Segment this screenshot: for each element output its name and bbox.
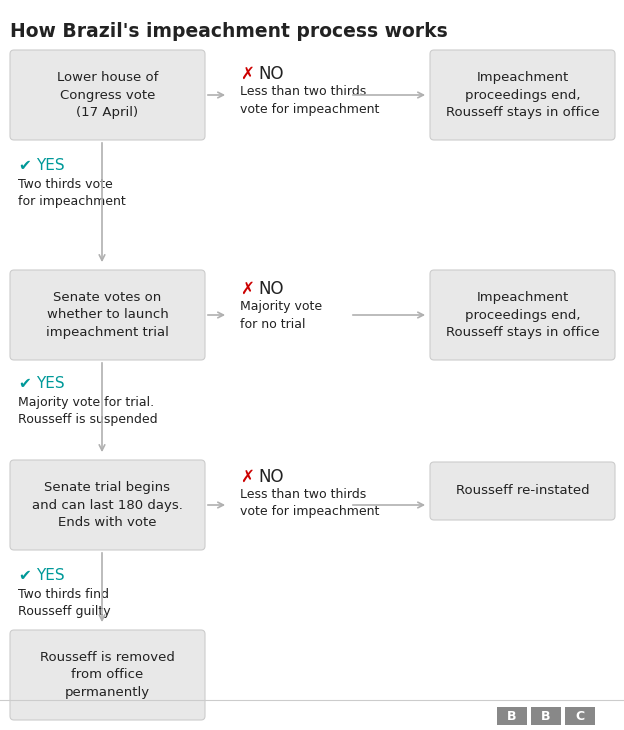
Text: Rousseff re-instated: Rousseff re-instated (456, 485, 589, 498)
FancyBboxPatch shape (10, 630, 205, 720)
Text: Two thirds vote
for impeachment: Two thirds vote for impeachment (18, 178, 126, 209)
Text: ✔: ✔ (18, 376, 31, 391)
FancyBboxPatch shape (497, 707, 527, 725)
Text: ✗: ✗ (240, 65, 254, 83)
Text: Impeachment
proceedings end,
Rousseff stays in office: Impeachment proceedings end, Rousseff st… (446, 291, 599, 339)
Text: Senate votes on
whether to launch
impeachment trial: Senate votes on whether to launch impeac… (46, 291, 169, 339)
Text: YES: YES (36, 568, 65, 583)
Text: Senate trial begins
and can last 180 days.
Ends with vote: Senate trial begins and can last 180 day… (32, 481, 183, 529)
Text: NO: NO (258, 280, 283, 298)
Text: Majority vote for trial.
Rousseff is suspended: Majority vote for trial. Rousseff is sus… (18, 396, 158, 426)
Text: YES: YES (36, 376, 65, 391)
Text: B: B (541, 710, 551, 723)
FancyBboxPatch shape (10, 460, 205, 550)
Text: Rousseff is removed
from office
permanently: Rousseff is removed from office permanen… (40, 651, 175, 699)
Text: Majority vote
for no trial: Majority vote for no trial (240, 300, 322, 331)
Text: NO: NO (258, 468, 283, 486)
Text: YES: YES (36, 158, 65, 173)
FancyBboxPatch shape (10, 50, 205, 140)
FancyBboxPatch shape (430, 462, 615, 520)
FancyBboxPatch shape (10, 270, 205, 360)
Text: NO: NO (258, 65, 283, 83)
Text: B: B (507, 710, 517, 723)
Text: ✗: ✗ (240, 280, 254, 298)
FancyBboxPatch shape (430, 50, 615, 140)
FancyBboxPatch shape (430, 270, 615, 360)
Text: ✔: ✔ (18, 158, 31, 173)
Text: Impeachment
proceedings end,
Rousseff stays in office: Impeachment proceedings end, Rousseff st… (446, 71, 599, 119)
Text: How Brazil's impeachment process works: How Brazil's impeachment process works (10, 22, 448, 41)
Text: Less than two thirds
vote for impeachment: Less than two thirds vote for impeachmen… (240, 488, 379, 518)
Text: C: C (575, 710, 585, 723)
Text: ✔: ✔ (18, 568, 31, 583)
FancyBboxPatch shape (531, 707, 561, 725)
Text: Two thirds find
Rousseff guilty: Two thirds find Rousseff guilty (18, 588, 110, 618)
Text: Less than two thirds
vote for impeachment: Less than two thirds vote for impeachmen… (240, 85, 379, 115)
Text: ✗: ✗ (240, 468, 254, 486)
Text: Lower house of
Congress vote
(17 April): Lower house of Congress vote (17 April) (57, 71, 158, 119)
FancyBboxPatch shape (565, 707, 595, 725)
